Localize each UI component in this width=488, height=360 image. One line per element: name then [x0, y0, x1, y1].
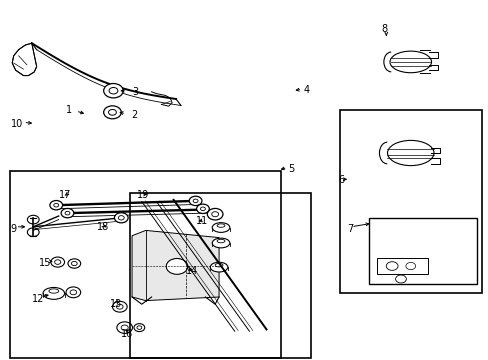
Circle shape	[211, 212, 218, 217]
Circle shape	[27, 215, 39, 224]
Circle shape	[166, 258, 187, 274]
Circle shape	[207, 208, 223, 220]
Circle shape	[134, 324, 144, 332]
Circle shape	[109, 87, 118, 94]
Circle shape	[117, 322, 132, 333]
Text: 18: 18	[97, 222, 109, 232]
Ellipse shape	[217, 239, 224, 243]
Circle shape	[66, 287, 81, 298]
Text: 9: 9	[11, 224, 17, 234]
Circle shape	[55, 260, 61, 264]
Circle shape	[116, 304, 123, 309]
Circle shape	[121, 325, 128, 330]
Circle shape	[118, 216, 124, 220]
Bar	[339, 110, 481, 293]
Bar	[129, 193, 310, 358]
Circle shape	[103, 106, 121, 119]
Circle shape	[103, 84, 123, 98]
Circle shape	[196, 204, 209, 213]
Text: 3: 3	[132, 87, 138, 97]
Bar	[368, 218, 476, 284]
Text: 5: 5	[288, 164, 294, 174]
Text: 4: 4	[303, 85, 309, 95]
Text: 2: 2	[131, 110, 137, 120]
Circle shape	[395, 275, 406, 283]
Text: 10: 10	[11, 119, 23, 129]
Text: 19: 19	[137, 190, 149, 200]
Circle shape	[193, 199, 198, 203]
Text: 7: 7	[346, 224, 353, 234]
Circle shape	[200, 207, 205, 211]
Circle shape	[386, 262, 397, 270]
Ellipse shape	[217, 224, 224, 227]
Ellipse shape	[210, 262, 227, 272]
Ellipse shape	[215, 264, 223, 267]
Text: 11: 11	[195, 216, 207, 226]
Circle shape	[27, 228, 39, 237]
Text: 16: 16	[121, 329, 133, 339]
Circle shape	[51, 257, 64, 267]
Ellipse shape	[43, 287, 64, 300]
Ellipse shape	[212, 222, 229, 233]
Circle shape	[61, 208, 74, 218]
Circle shape	[70, 290, 77, 295]
Text: 1: 1	[66, 105, 72, 115]
Circle shape	[54, 203, 59, 207]
Circle shape	[137, 326, 142, 329]
Text: 14: 14	[185, 266, 198, 276]
Ellipse shape	[389, 51, 430, 73]
Ellipse shape	[212, 238, 229, 248]
Circle shape	[405, 262, 415, 270]
Text: 17: 17	[59, 190, 71, 200]
Text: 13: 13	[110, 299, 122, 309]
Circle shape	[65, 211, 70, 215]
Bar	[10, 171, 281, 358]
Text: 12: 12	[32, 294, 44, 304]
Polygon shape	[12, 43, 37, 76]
Circle shape	[112, 301, 127, 312]
Text: 6: 6	[338, 175, 344, 185]
Circle shape	[50, 201, 62, 210]
Text: 8: 8	[381, 24, 387, 34]
Circle shape	[114, 213, 128, 223]
Ellipse shape	[386, 140, 433, 166]
Circle shape	[71, 261, 77, 266]
Circle shape	[189, 196, 202, 206]
Polygon shape	[132, 230, 219, 301]
Text: 15: 15	[39, 258, 51, 268]
Ellipse shape	[49, 289, 59, 293]
Bar	[376, 258, 427, 274]
Circle shape	[108, 109, 116, 115]
Circle shape	[68, 259, 81, 268]
